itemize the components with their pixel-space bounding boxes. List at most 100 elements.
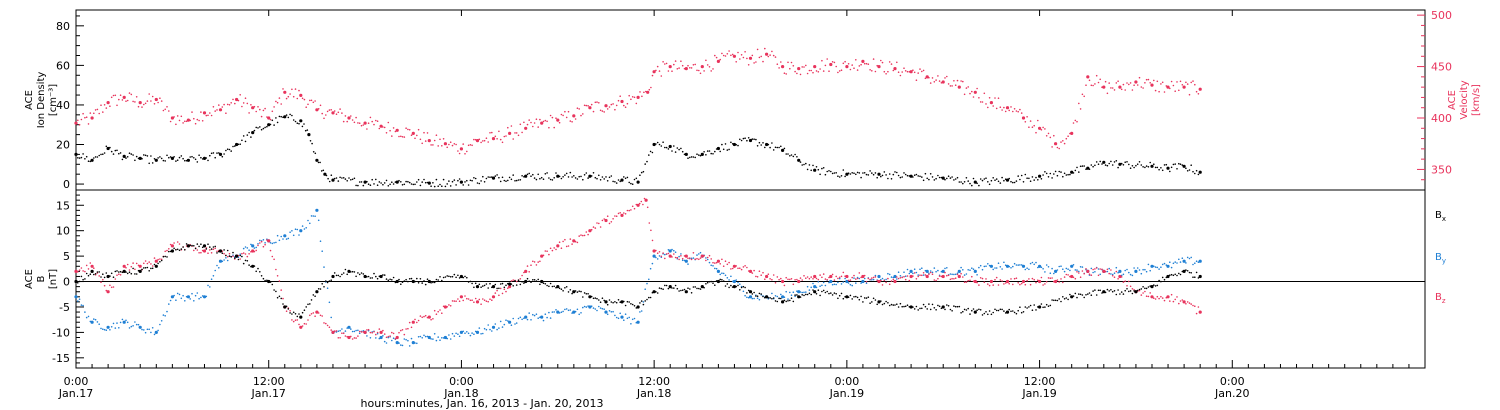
velocity-sample (473, 138, 475, 141)
by-sample (335, 331, 338, 333)
bz-sample (351, 338, 354, 340)
by-sample (913, 268, 916, 271)
velocity-sample (505, 135, 507, 137)
by-sample (437, 336, 440, 338)
density-point (684, 152, 688, 156)
by-sample (598, 305, 600, 308)
density-sample (1111, 164, 1114, 166)
velocity-sample (896, 61, 898, 64)
bx-point (781, 300, 785, 304)
bz-sample (619, 212, 621, 214)
density-sample (590, 175, 593, 177)
velocity-sample (96, 108, 99, 111)
bz-sample (780, 277, 782, 280)
bz-sample (812, 278, 814, 280)
velocity-sample (407, 128, 409, 131)
velocity-point (1198, 87, 1202, 91)
velocity-sample (1194, 83, 1196, 86)
bz-point (636, 203, 640, 207)
bx-sample (143, 267, 145, 269)
density-sample (1131, 165, 1134, 167)
bz-sample (1060, 278, 1062, 280)
by-point (652, 254, 656, 258)
velocity-sample (822, 70, 825, 72)
velocity-point (845, 65, 849, 69)
velocity-point (646, 90, 650, 94)
by-sample (453, 335, 456, 337)
velocity-point (475, 139, 480, 143)
velocity-sample (1072, 122, 1075, 124)
density-point (138, 156, 142, 160)
by-point (122, 320, 126, 324)
velocity-sample (689, 67, 691, 69)
velocity-sample (1095, 74, 1098, 77)
legend-by: By (1435, 252, 1446, 265)
bx-sample (451, 275, 454, 278)
bz-sample (153, 257, 156, 259)
velocity-sample (1185, 81, 1187, 84)
bz-sample (815, 277, 818, 280)
density-sample (665, 146, 668, 149)
density-sample (312, 151, 315, 153)
by-sample (1058, 265, 1060, 268)
velocity-sample (462, 143, 465, 145)
velocity-sample (551, 116, 554, 119)
bx-sample (1122, 293, 1125, 295)
velocity-sample (1174, 90, 1176, 92)
density-sample (414, 183, 416, 186)
bx-sample (537, 278, 539, 281)
velocity-sample (353, 121, 356, 124)
velocity-sample (480, 141, 482, 144)
bz-point (909, 274, 913, 279)
velocity-sample (269, 118, 272, 121)
bz-sample (1170, 293, 1173, 296)
density-sample (328, 180, 331, 183)
by-sample (480, 333, 482, 335)
bx-sample (681, 289, 684, 292)
bx-sample (642, 303, 645, 306)
bx-sample (255, 270, 257, 273)
bz-sample (913, 272, 916, 274)
by-sample (737, 281, 739, 284)
by-sample (582, 306, 584, 309)
bx-sample (812, 289, 814, 291)
by-sample (776, 295, 779, 298)
velocity-sample (389, 129, 391, 132)
bz-sample (651, 239, 654, 242)
by-point (973, 269, 977, 273)
density-sample (466, 179, 468, 182)
by-sample (569, 309, 572, 311)
density-sample (573, 175, 575, 177)
density-sample (1136, 163, 1139, 165)
velocity-sample (294, 88, 297, 90)
velocity-sample (954, 84, 957, 86)
by-sample (184, 300, 186, 302)
bx-sample (755, 295, 757, 297)
bx-point (797, 295, 801, 299)
velocity-sample (141, 106, 143, 108)
bz-point (556, 244, 560, 248)
bx-sample (278, 295, 281, 298)
density-sample (441, 185, 443, 187)
density-sample (130, 153, 133, 155)
velocity-sample (710, 70, 712, 72)
velocity-sample (89, 112, 92, 114)
bx-point (668, 285, 672, 289)
bx-sample (553, 285, 555, 288)
by-sample (457, 333, 459, 336)
velocity-sample (871, 70, 873, 72)
density-sample (244, 140, 247, 143)
density-point (700, 152, 704, 156)
bx-sample (226, 249, 229, 252)
bz-sample (1092, 268, 1094, 271)
bz-sample (953, 278, 955, 280)
bx-sample (371, 277, 374, 279)
by-sample (519, 316, 522, 319)
velocity-sample (82, 112, 84, 115)
bz-sample (259, 242, 261, 244)
velocity-sample (151, 95, 154, 98)
density-sample (735, 143, 737, 146)
velocity-sample (874, 70, 877, 73)
density-sample (1049, 172, 1052, 175)
